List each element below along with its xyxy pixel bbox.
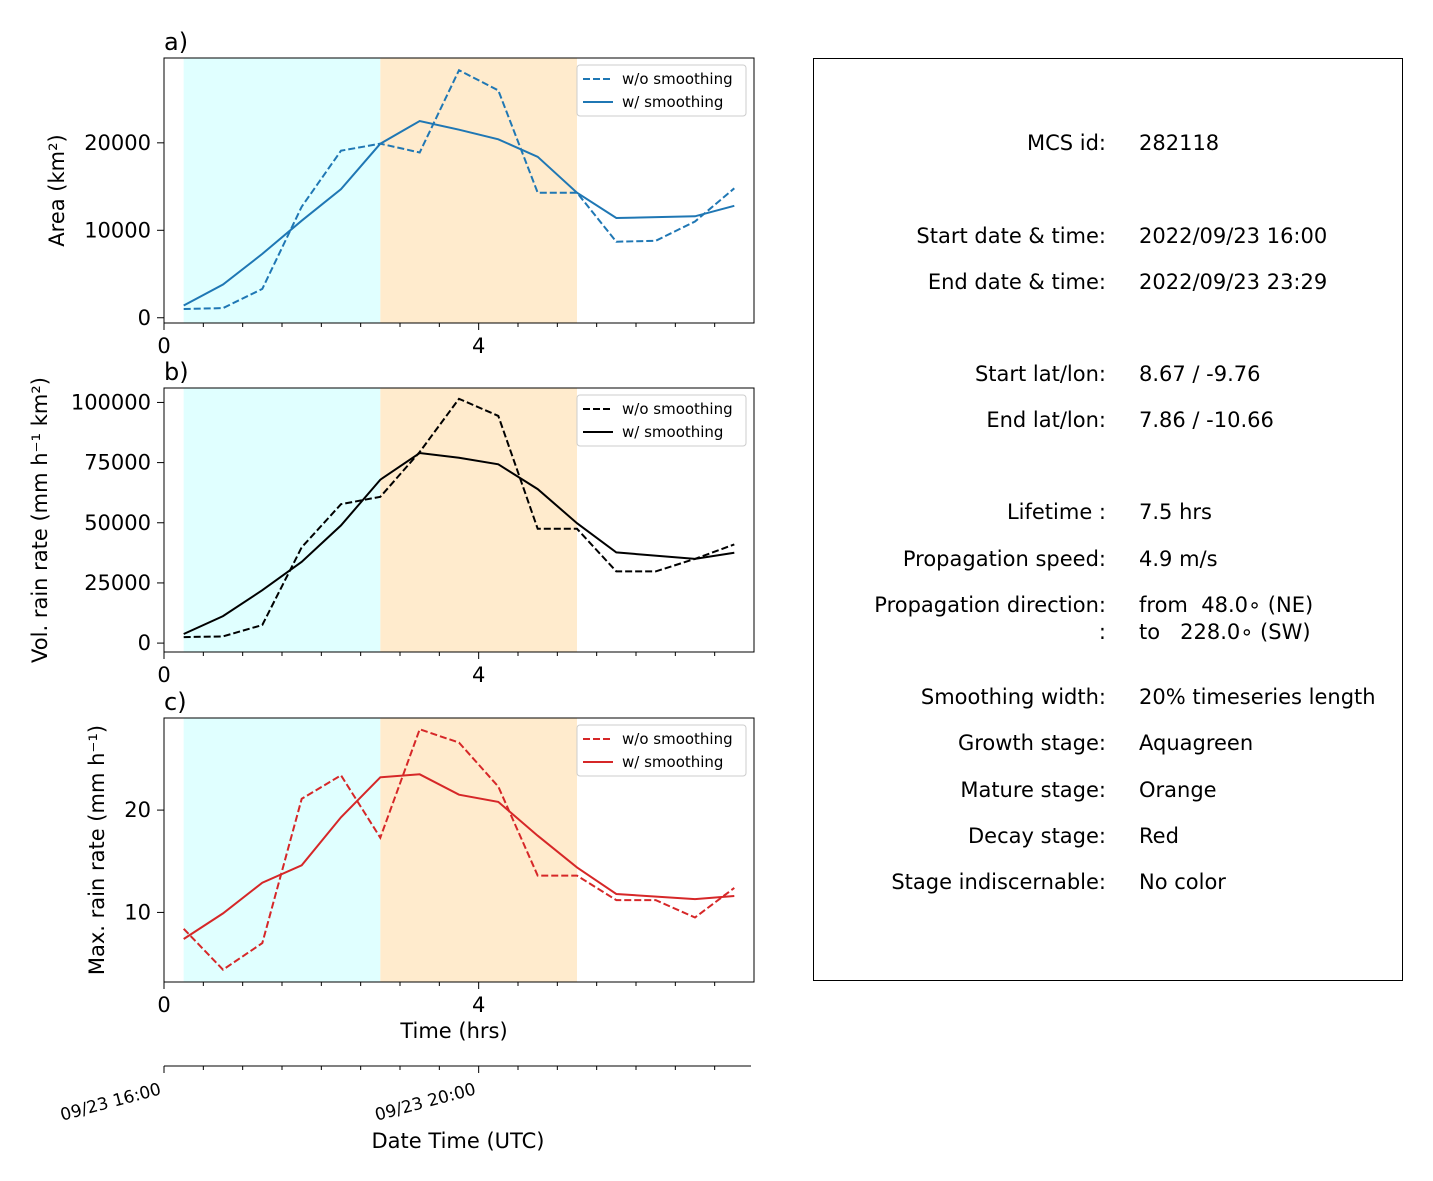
info-value: 2022/09/23 23:29 [1139, 270, 1328, 294]
y-axis-label: Area (km²) [45, 134, 69, 246]
y-tick-label: 0 [138, 631, 151, 655]
info-label: End date & time: [927, 270, 1106, 294]
legend-entry: w/ smoothing [622, 93, 723, 111]
info-value: No color [1139, 870, 1226, 894]
info-value: Red [1139, 824, 1179, 848]
info-value: 20% timeseries length [1139, 685, 1376, 709]
info-value: Orange [1139, 778, 1217, 802]
chart-panel-b: 0 4 0 25000 50000 75000 100000 b) Vol. rain rate… [28, 358, 755, 687]
datetime-axis-label: Date Time (UTC) [372, 1129, 545, 1153]
stage-band-aquagreen [183, 388, 381, 652]
info-label: Start date & time: [916, 224, 1106, 248]
series-line-raw [183, 397, 735, 639]
y-axis-label: Max. rain rate (mm h⁻¹) [85, 725, 109, 975]
legend-box [576, 724, 747, 777]
y-tick-label: 10000 [84, 218, 151, 242]
info-label: Decay stage: [968, 824, 1106, 848]
stage-band-aquagreen [183, 718, 381, 982]
chart-panel-c: 0 4 10 20 c) Max. rain rate (mm h⁻¹) Time (hrs… [85, 688, 755, 1043]
panel-label: a) [164, 28, 188, 56]
legend: w/o smoothing w/ smoothing [576, 64, 747, 117]
x-axis-label: Time (hrs) [399, 1019, 507, 1043]
series-line-smoothed [183, 451, 735, 635]
y-tick-label: 100000 [71, 390, 151, 414]
series-line-smoothed [183, 119, 735, 307]
y-tick-label: 10 [124, 900, 151, 924]
info-label: : [1098, 620, 1106, 644]
y-tick-label: 0 [138, 306, 151, 330]
info-value: Aquagreen [1139, 731, 1254, 755]
series-line-smoothed [183, 773, 735, 940]
info-label: Start lat/lon: [974, 362, 1106, 386]
y-tick-label: 50000 [84, 511, 151, 535]
legend-entry: w/o smoothing [622, 400, 733, 418]
series-line-raw [183, 68, 735, 310]
legend-entry: w/o smoothing [622, 70, 733, 88]
legend-entry: w/ smoothing [622, 423, 723, 441]
y-tick-label: 20 [124, 798, 151, 822]
info-value: 8.67 / -9.76 [1139, 362, 1261, 386]
info-value: 282118 [1139, 131, 1220, 155]
info-label: Stage indiscernable: [891, 870, 1106, 894]
info-value: to 228.0∘ (SW) [1139, 620, 1311, 644]
info-label: Propagation direction: [874, 593, 1106, 617]
stage-band-orange [380, 58, 577, 323]
datetime-tick-label: 09/23 16:00 [58, 1080, 163, 1126]
info-value: from 48.0∘ (NE) [1139, 593, 1314, 617]
y-axis-label: Vol. rain rate (mm h⁻¹ km²) [28, 377, 52, 663]
info-label: Growth stage: [957, 731, 1106, 755]
legend-box [576, 64, 747, 117]
stage-band-orange [380, 718, 577, 982]
x-tick-label: 4 [472, 993, 485, 1017]
series-line-raw [182, 728, 735, 972]
panel-label: c) [164, 688, 187, 716]
info-label: End lat/lon: [986, 408, 1106, 432]
y-tick-label: 25000 [84, 571, 151, 595]
info-value: 2022/09/23 16:00 [1139, 224, 1328, 248]
x-tick-label: 0 [157, 993, 170, 1017]
x-tick-label: 4 [472, 663, 485, 687]
panel-label: b) [164, 358, 189, 386]
datetime-axis: 09/23 16:00 09/23 20:00 Date Time (UTC) [58, 1065, 751, 1153]
x-tick-label: 0 [157, 663, 170, 687]
legend-entry: w/ smoothing [622, 753, 723, 771]
plot-frame [163, 57, 755, 324]
y-tick-label: 75000 [84, 451, 151, 475]
info-label: Mature stage: [960, 778, 1106, 802]
info-label: Lifetime : [1006, 500, 1106, 524]
legend: w/o smoothing w/ smoothing [576, 724, 747, 777]
legend-entry: w/o smoothing [622, 730, 733, 748]
info-value: 7.86 / -10.66 [1139, 408, 1274, 432]
info-label: Smoothing width: [920, 685, 1106, 709]
stage-band-aquagreen [183, 58, 381, 323]
mcs-info-panel: MCS id: 282118 Start date & time: 2022/0… [813, 58, 1403, 981]
legend-box [576, 394, 747, 447]
info-value: 4.9 m/s [1139, 547, 1218, 571]
plot-frame [163, 717, 755, 983]
info-label: Propagation speed: [902, 547, 1106, 571]
x-tick-label: 4 [472, 334, 485, 358]
info-label: MCS id: [1026, 131, 1106, 155]
x-tick-label: 0 [157, 334, 170, 358]
stage-band-orange [380, 388, 577, 652]
datetime-tick-label: 09/23 20:00 [373, 1080, 478, 1126]
y-tick-label: 20000 [84, 131, 151, 155]
plot-frame [163, 387, 755, 653]
legend: w/o smoothing w/ smoothing [576, 394, 747, 447]
info-value: 7.5 hrs [1139, 500, 1212, 524]
